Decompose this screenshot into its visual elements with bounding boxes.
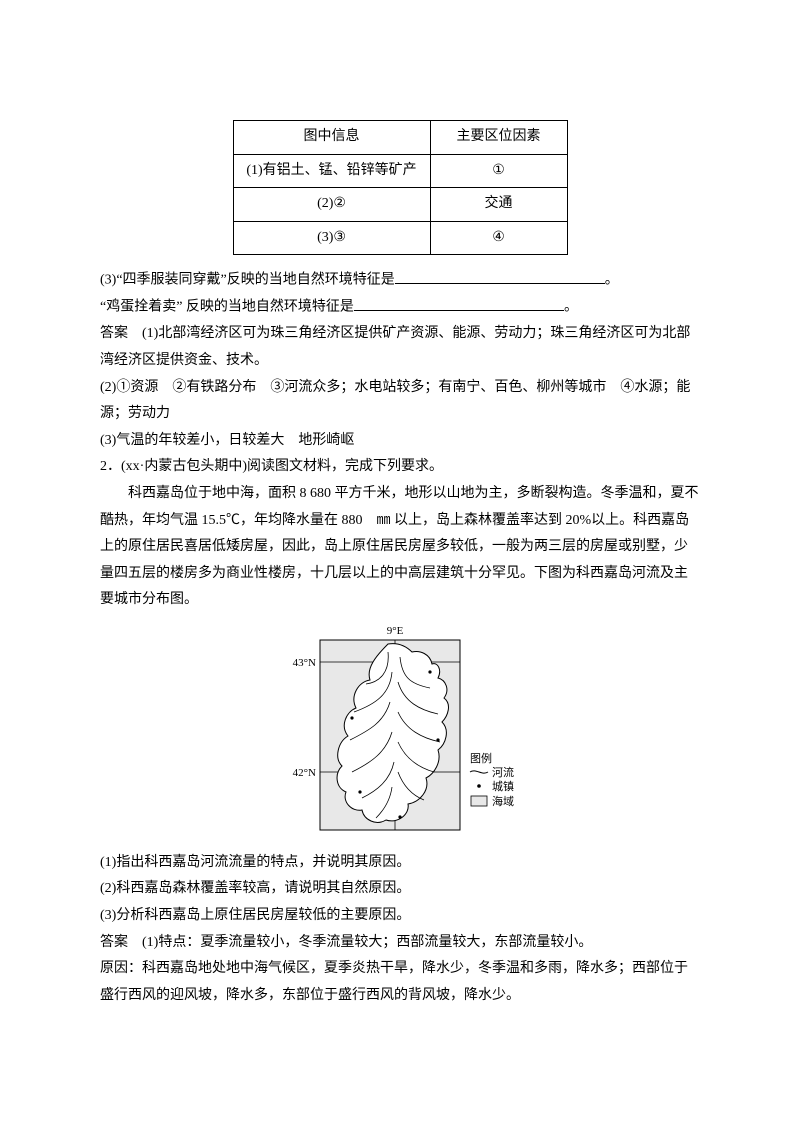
subq-3: (3)分析科西嘉岛上原住居民房屋较低的主要原因。	[100, 903, 700, 930]
legend-sea-icon	[471, 796, 487, 806]
answer2-1: 答案 (1)特点：夏季流量较小，冬季流量较大；西部流量较大，东部流量较小。	[100, 930, 700, 957]
legend-sea: 海域	[492, 794, 514, 808]
page: 图中信息 主要区位因素 (1)有铝土、锰、铅锌等矿产 ① (2)② 交通 (3)…	[0, 0, 800, 1132]
q3-line2-end: 。	[564, 300, 578, 315]
table-row: (3)③ ④	[233, 221, 567, 255]
lat-label-42: 42°N	[293, 767, 316, 779]
answer2: (2)①资源 ②有铁路分布 ③河流众多；水电站较多；有南宁、百色、柳州等城市 ④…	[100, 375, 700, 428]
table-row: (2)② 交通	[233, 188, 567, 222]
blank	[354, 294, 564, 310]
corsica-map: 9°E 43°N 42°N	[280, 622, 520, 842]
answer2-2: 原因：科西嘉岛地处地中海气候区，夏季炎热干旱，降水少，冬季温和多雨，降水多；西部…	[100, 956, 700, 1009]
cell-r1c2: ①	[430, 154, 567, 188]
q3-line2: “鸡蛋拴着卖” 反映的当地自然环境特征是 。	[100, 294, 700, 321]
table-row: (1)有铝土、锰、铅锌等矿产 ①	[233, 154, 567, 188]
q3-line1-end: 。	[605, 273, 619, 288]
q3-line1-text: (3)“四季服装同穿戴”反映的当地自然环境特征是	[100, 273, 395, 288]
legend-title: 图例	[470, 751, 492, 765]
blank	[395, 267, 605, 283]
legend-town-icon	[477, 784, 481, 788]
legend-river-icon	[470, 771, 488, 773]
q3-line2-text: “鸡蛋拴着卖” 反映的当地自然环境特征是	[100, 300, 354, 315]
lon-label: 9°E	[387, 625, 404, 637]
cell-r3c1: (3)③	[233, 221, 430, 255]
subq-1: (1)指出科西嘉岛河流流量的特点，并说明其原因。	[100, 850, 700, 877]
cell-r2c1: (2)②	[233, 188, 430, 222]
answer3: (3)气温的年较差小，日较差大 地形崎岖	[100, 428, 700, 455]
q3-line1: (3)“四季服装同穿戴”反映的当地自然环境特征是 。	[100, 267, 700, 294]
subq-2: (2)科西嘉岛森林覆盖率较高，请说明其自然原因。	[100, 876, 700, 903]
cell-r3c2: ④	[430, 221, 567, 255]
passage-p1: 科西嘉岛位于地中海，面积 8 680 平方千米，地形以山地为主，多断裂构造。冬季…	[100, 481, 700, 614]
q2-header: 2．(xx·内蒙古包头期中)阅读图文材料，完成下列要求。	[100, 454, 700, 481]
th-factor: 主要区位因素	[430, 121, 567, 155]
lat-label-43: 43°N	[293, 657, 316, 669]
cell-r2c2: 交通	[430, 188, 567, 222]
legend-town: 城镇	[492, 779, 514, 793]
cell-r1c1: (1)有铝土、锰、铅锌等矿产	[233, 154, 430, 188]
info-table: 图中信息 主要区位因素 (1)有铝土、锰、铅锌等矿产 ① (2)② 交通 (3)…	[233, 120, 568, 255]
map-figure: 9°E 43°N 42°N	[100, 622, 700, 842]
legend-river: 河流	[492, 765, 514, 779]
answer1: 答案 (1)北部湾经济区可为珠三角经济区提供矿产资源、能源、劳动力；珠三角经济区…	[100, 321, 700, 374]
th-info: 图中信息	[233, 121, 430, 155]
table-row: 图中信息 主要区位因素	[233, 121, 567, 155]
legend: 图例 河流 城镇 海域	[470, 751, 514, 808]
